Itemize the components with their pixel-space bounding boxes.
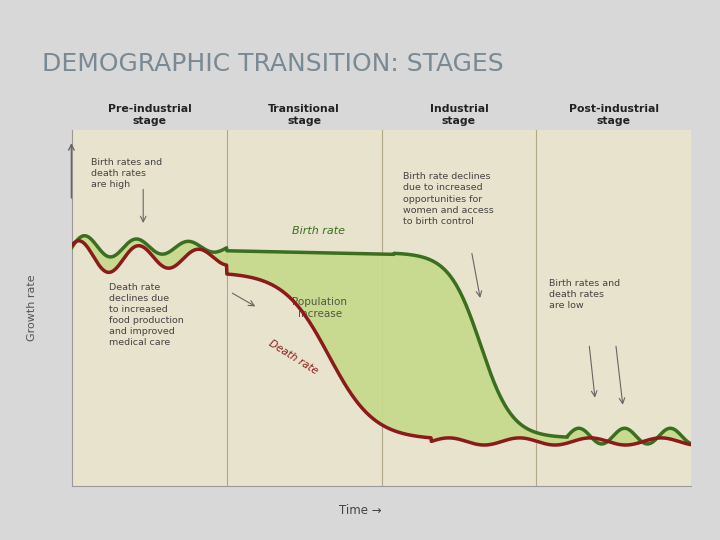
Text: Time →: Time → xyxy=(338,504,382,517)
Text: Death rate: Death rate xyxy=(267,339,320,377)
Text: Population
increase: Population increase xyxy=(292,296,347,319)
Text: Birth rate declines
due to increased
opportunities for
women and access
to birth: Birth rate declines due to increased opp… xyxy=(403,172,494,226)
Text: Post-industrial
stage: Post-industrial stage xyxy=(569,104,659,126)
Text: Death rate
declines due
to increased
food production
and improved
medical care: Death rate declines due to increased foo… xyxy=(109,283,184,347)
Text: DEMOGRAPHIC TRANSITION: STAGES: DEMOGRAPHIC TRANSITION: STAGES xyxy=(42,52,504,76)
Text: Birth rates and
death rates
are low: Birth rates and death rates are low xyxy=(549,279,620,310)
Text: Birth rate: Birth rate xyxy=(292,226,345,236)
Text: Industrial
stage: Industrial stage xyxy=(430,104,488,126)
Text: Growth rate: Growth rate xyxy=(27,274,37,341)
Text: Birth rates and
death rates
are high: Birth rates and death rates are high xyxy=(91,158,162,190)
Text: Transitional
stage: Transitional stage xyxy=(269,104,340,126)
Text: Pre-industrial
stage: Pre-industrial stage xyxy=(107,104,192,126)
